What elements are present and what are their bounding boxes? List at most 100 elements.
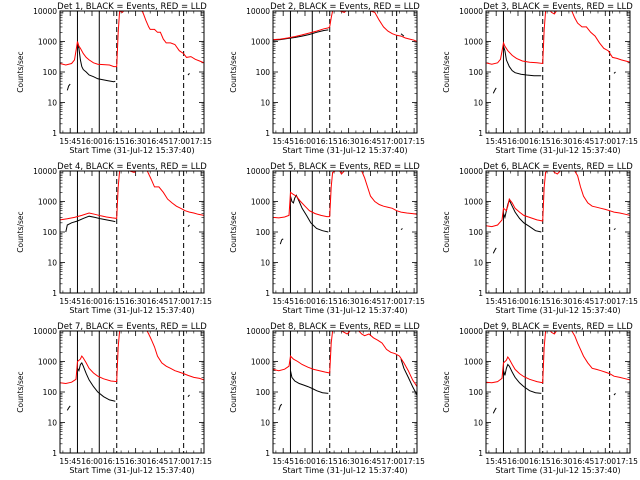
x-tick-label: 16:15 [316,297,338,306]
events-series-line [503,46,542,77]
panel-title: Det 9, BLACK = Events, RED = LLD [483,322,633,332]
x-axis-label: Start Time (31-Jul-12 15:37:40) [282,146,407,155]
x-tick-label: 16:15 [529,137,551,146]
plot-frame [272,170,418,294]
lld-series-line [273,331,417,387]
events-series-line [613,393,616,396]
x-tick-label: 16:45 [360,137,382,146]
y-tick-label: 10000 [246,167,270,176]
x-tick-label: 16:45 [573,137,595,146]
x-axis-label: Start Time (31-Jul-12 15:37:40) [495,146,620,155]
x-tick-label: 16:00 [81,457,103,466]
x-axis-label: Start Time (31-Jul-12 15:37:40) [495,466,620,475]
y-tick-label: 1 [478,289,483,298]
events-series-line [400,358,417,396]
x-tick-label: 16:00 [294,457,316,466]
y-tick-label: 10 [260,259,270,268]
x-tick-label: 16:30 [125,297,147,306]
x-tick-label: 17:15 [190,457,212,466]
events-series-line [279,238,284,245]
x-tick-label: 16:00 [507,137,529,146]
x-tick-label: 16:00 [507,297,529,306]
x-tick-label: 17:15 [403,457,425,466]
plot-frame [272,330,418,454]
events-series-line [503,198,542,233]
lld-series-line [60,11,204,68]
y-tick-label: 10 [47,259,57,268]
panel: Det 8, BLACK = Events, RED = LLD 1 10 100 10… [229,322,425,475]
panel-title: Det 5, BLACK = Events, RED = LLD [270,162,420,172]
x-tick-label: 16:45 [147,457,169,466]
y-tick-label: 10000 [246,327,270,336]
x-tick-label: 16:45 [360,297,382,306]
events-series-line [77,44,116,83]
plot-frame [272,10,418,134]
x-tick-label: 16:30 [551,297,573,306]
x-tick-label: 16:30 [125,457,147,466]
events-series-line [66,405,71,411]
x-tick-label: 17:00 [594,137,616,146]
y-axis-label: Counts/sec [442,51,451,92]
y-tick-label: 1 [265,449,270,458]
events-series-line [65,215,116,233]
plot-frame [485,170,631,294]
lld-series-line [273,11,417,42]
series-group [60,11,204,91]
lld-series-line [273,171,417,219]
y-tick-label: 10 [473,99,483,108]
y-axis-label: Counts/sec [229,211,238,252]
events-series-line [290,194,329,233]
y-tick-label: 100 [469,228,484,237]
y-tick-label: 1000 [464,198,483,207]
x-tick-label: 16:30 [551,457,573,466]
series-group [60,171,204,233]
events-series-line [66,83,71,91]
x-tick-label: 15:45 [272,297,294,306]
x-tick-label: 15:45 [485,297,507,306]
events-series-line [187,73,190,76]
panel: Det 4, BLACK = Events, RED = LLD 1 10 100 10… [16,162,212,315]
events-series-line [187,394,190,398]
events-series-line [492,87,497,94]
x-tick-label: 16:15 [103,457,125,466]
y-tick-label: 100 [256,68,271,77]
x-tick-label: 17:00 [594,297,616,306]
y-tick-label: 100 [43,68,58,77]
x-tick-label: 16:30 [338,137,360,146]
y-axis-label: Counts/sec [442,371,451,412]
events-series-line [290,370,329,394]
x-tick-label: 16:30 [338,297,360,306]
y-tick-label: 1 [265,289,270,298]
series-group [60,331,204,411]
plot-frame [485,10,631,134]
panel-title: Det 8, BLACK = Events, RED = LLD [270,322,420,332]
x-tick-label: 16:45 [573,457,595,466]
events-series-line [613,228,616,231]
x-tick-label: 17:15 [616,137,638,146]
y-tick-label: 10 [473,419,483,428]
y-axis-label: Counts/sec [442,211,451,252]
lld-series-line [486,331,630,384]
panel: Det 5, BLACK = Events, RED = LLD 1 10 100 10… [229,162,425,315]
panel: Det 6, BLACK = Events, RED = LLD 1 10 100 10… [442,162,638,315]
events-series-line [613,71,616,74]
y-tick-label: 100 [469,68,484,77]
x-tick-label: 16:15 [529,297,551,306]
x-axis-label: Start Time (31-Jul-12 15:37:40) [495,306,620,315]
x-tick-label: 17:00 [168,457,190,466]
y-tick-label: 10000 [33,167,57,176]
x-tick-label: 17:00 [381,297,403,306]
y-tick-label: 10 [260,99,270,108]
y-tick-label: 10 [260,419,270,428]
panel-title: Det 4, BLACK = Events, RED = LLD [57,162,207,172]
x-tick-label: 17:15 [190,137,212,146]
y-axis-label: Counts/sec [16,51,25,92]
x-axis-label: Start Time (31-Jul-12 15:37:40) [69,146,194,155]
y-tick-label: 100 [256,228,271,237]
x-tick-label: 16:00 [294,297,316,306]
x-tick-label: 16:45 [147,137,169,146]
x-tick-label: 16:15 [316,137,338,146]
events-series-line [400,228,403,231]
x-tick-label: 16:00 [81,137,103,146]
